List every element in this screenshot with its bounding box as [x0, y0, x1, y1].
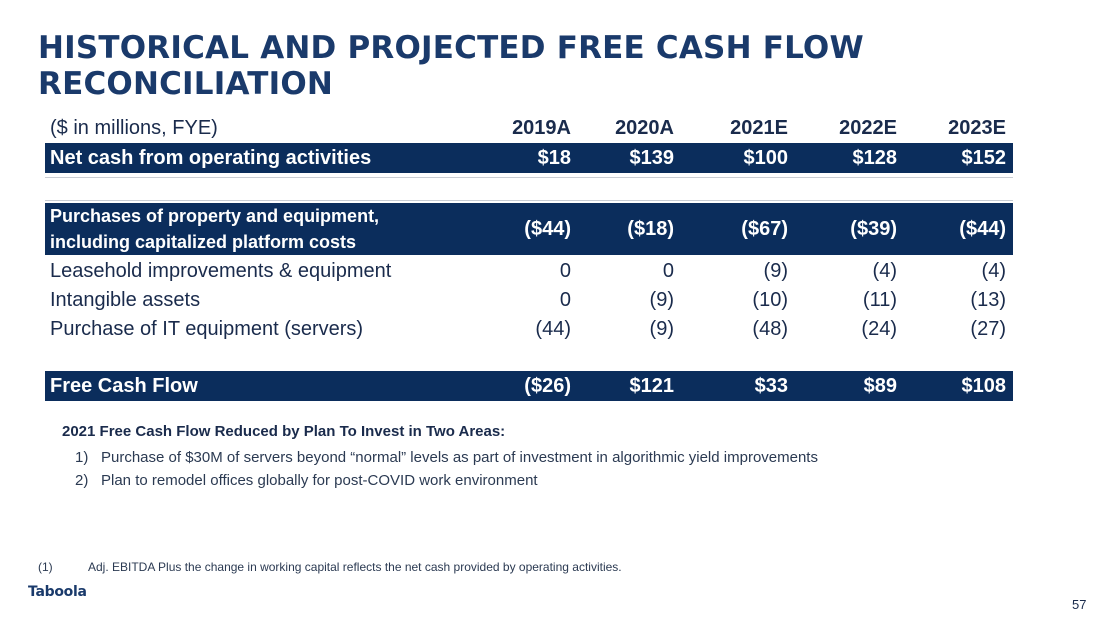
taboola-logo: Taboola [28, 584, 87, 600]
table-cell: (9) [763, 259, 788, 282]
table-row-leasehold: Leasehold improvements & equipment 0 0 (… [45, 257, 1013, 285]
table-row-net-cash-operating: Net cash from operating activities $18 $… [45, 143, 1013, 173]
table-cell: $139 [629, 146, 675, 169]
column-header: 2022E [839, 116, 897, 139]
table-cell: ($67) [741, 217, 788, 240]
row-label: Purchases of property and equipment, inc… [50, 206, 380, 252]
table-row-intangible: Intangible assets 0 (9) (10) (11) (13) [45, 286, 1013, 314]
table-cell: $108 [961, 374, 1007, 397]
footnote-text: Adj. EBITDA Plus the change in working c… [88, 560, 622, 574]
page-title: HISTORICAL AND PROJECTED FREE CASH FLOW … [38, 30, 1038, 102]
table-cell: ($44) [959, 217, 1006, 240]
table-cell: ($18) [627, 217, 674, 240]
page-title-line-1: HISTORICAL AND PROJECTED FREE CASH FLOW [38, 30, 864, 66]
table-cell: $128 [852, 146, 898, 169]
list-item-text: Plan to remodel offices globally for pos… [101, 472, 538, 489]
table-cell: $89 [863, 374, 897, 397]
column-header: 2021E [730, 116, 788, 139]
table-cell: 0 [559, 288, 571, 311]
table-cell: 0 [662, 259, 674, 282]
units-label: ($ in millions, FYE) [50, 116, 218, 139]
page-number: 57 [1072, 597, 1087, 612]
table-cell: ($44) [524, 217, 571, 240]
list-item: 1) Purchase of $30M of servers beyond “n… [75, 446, 818, 469]
footnote-number: (1) [38, 560, 53, 574]
row-label: Net cash from operating activities [50, 146, 372, 169]
table-cell: (4) [981, 259, 1006, 282]
table-cell: (4) [872, 259, 897, 282]
table-cell: $100 [743, 146, 789, 169]
table-cell: ($39) [850, 217, 897, 240]
table-cell: (10) [752, 288, 788, 311]
table-cell: (13) [970, 288, 1006, 311]
row-label: Intangible assets [50, 288, 201, 311]
table-cell: ($26) [524, 374, 571, 397]
footnote: (1) Adj. EBITDA Plus the change in worki… [38, 560, 622, 574]
column-header: 2019A [512, 116, 571, 139]
table-row-free-cash-flow: Free Cash Flow ($26) $121 $33 $89 $108 [45, 371, 1013, 401]
page-title-line-2: RECONCILIATION [38, 66, 334, 102]
row-label: Purchase of IT equipment (servers) [50, 317, 364, 340]
table-cell: $33 [754, 374, 788, 397]
table-cell: (11) [862, 288, 897, 311]
notes-list: 1) Purchase of $30M of servers beyond “n… [75, 446, 818, 492]
table-cell: $121 [629, 374, 675, 397]
table-cell: (27) [970, 317, 1006, 340]
table-cell: (9) [649, 317, 674, 340]
table-cell: (48) [752, 317, 788, 340]
table-cell: (24) [861, 317, 897, 340]
list-item-number: 2) [75, 472, 89, 489]
divider [45, 177, 1013, 178]
row-label: Leasehold improvements & equipment [50, 259, 392, 282]
table-cell: (9) [649, 288, 674, 311]
table-cell: 0 [559, 259, 571, 282]
notes-heading: 2021 Free Cash Flow Reduced by Plan To I… [62, 423, 506, 440]
column-header: 2020A [615, 116, 674, 139]
list-item: 2) Plan to remodel offices globally for … [75, 469, 818, 492]
list-item-number: 1) [75, 449, 89, 466]
column-header: 2023E [948, 116, 1006, 139]
table-row-it-equipment: Purchase of IT equipment (servers) (44) … [45, 315, 1013, 343]
table-cell: $18 [537, 146, 571, 169]
table-row-capex: Purchases of property and equipment, inc… [45, 203, 1013, 255]
table-header-row: ($ in millions, FYE) 2019A 2020A 2021E 2… [45, 114, 1013, 142]
table-cell: $152 [961, 146, 1007, 169]
row-label: Free Cash Flow [50, 374, 198, 397]
divider [45, 200, 1013, 201]
list-item-text: Purchase of $30M of servers beyond “norm… [101, 449, 818, 466]
table-cell: (44) [535, 317, 571, 340]
